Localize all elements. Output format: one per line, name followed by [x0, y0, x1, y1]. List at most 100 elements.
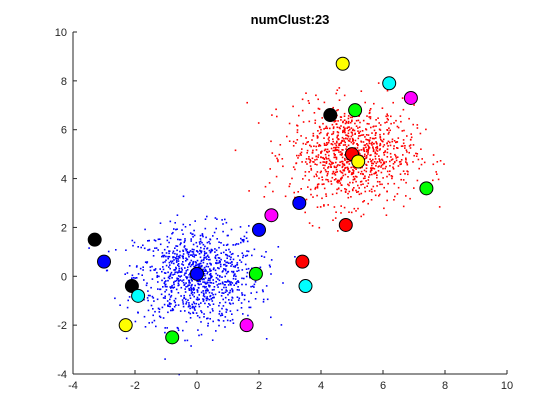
data-point	[167, 276, 170, 279]
data-point	[217, 286, 219, 288]
data-point	[227, 280, 229, 283]
data-point	[382, 167, 384, 170]
data-point	[410, 133, 412, 135]
data-point	[246, 254, 249, 257]
data-point	[215, 280, 217, 283]
data-point	[344, 154, 346, 156]
data-point	[141, 274, 143, 276]
data-point	[366, 143, 368, 145]
data-point	[189, 224, 191, 226]
data-point	[179, 279, 182, 281]
data-point	[332, 138, 334, 140]
data-point	[322, 156, 324, 159]
data-point	[119, 304, 121, 306]
data-point	[355, 119, 358, 122]
data-point	[353, 129, 356, 132]
data-point	[195, 312, 198, 314]
data-point	[191, 291, 194, 293]
data-point	[131, 274, 134, 277]
data-point	[333, 146, 335, 149]
x-tick-label: 10	[501, 380, 513, 392]
data-point	[326, 134, 328, 137]
data-point	[387, 182, 389, 185]
data-point	[365, 167, 368, 170]
data-point	[351, 129, 354, 132]
data-point	[212, 310, 214, 312]
data-point	[190, 238, 192, 240]
data-point	[370, 126, 372, 129]
data-point	[207, 290, 209, 292]
data-point	[286, 135, 288, 138]
data-point	[158, 275, 160, 278]
data-point	[350, 173, 353, 176]
data-point	[234, 266, 236, 268]
data-point	[152, 308, 154, 310]
data-point	[333, 165, 336, 168]
data-point	[327, 157, 330, 160]
data-point	[383, 133, 385, 135]
data-point	[189, 254, 192, 256]
data-point	[184, 239, 186, 242]
data-point	[175, 228, 177, 231]
data-point	[204, 286, 206, 289]
data-point	[380, 171, 383, 174]
data-point	[345, 148, 347, 150]
data-point	[384, 151, 386, 153]
data-point	[199, 262, 201, 265]
data-point	[374, 155, 377, 158]
data-point	[224, 284, 226, 286]
data-point	[297, 157, 299, 159]
data-point	[173, 259, 175, 261]
data-point	[266, 298, 269, 301]
data-point	[150, 304, 153, 307]
data-point	[277, 159, 279, 161]
data-point	[306, 152, 308, 154]
data-point	[324, 153, 327, 156]
data-point	[191, 254, 193, 256]
data-point	[268, 182, 271, 184]
data-point	[207, 279, 209, 282]
data-point	[329, 160, 332, 163]
data-point	[183, 241, 186, 244]
data-point	[176, 272, 179, 274]
data-point	[390, 156, 392, 158]
data-point	[372, 146, 374, 148]
data-point	[173, 256, 175, 259]
data-point	[388, 127, 390, 129]
data-point	[339, 164, 341, 167]
data-point	[140, 246, 142, 249]
data-point	[188, 304, 190, 306]
data-point	[385, 165, 387, 168]
data-point	[162, 254, 164, 257]
data-point	[245, 231, 248, 234]
data-point	[148, 239, 150, 242]
data-point	[204, 245, 206, 248]
data-point	[241, 252, 244, 254]
data-point	[305, 198, 308, 201]
data-point	[188, 311, 190, 314]
data-point	[317, 98, 319, 101]
data-point	[215, 330, 217, 332]
data-point	[307, 141, 309, 143]
data-point	[325, 160, 328, 163]
data-point	[316, 206, 319, 208]
data-point	[174, 271, 176, 274]
data-point	[177, 263, 180, 265]
data-point	[308, 179, 310, 181]
data-point	[184, 291, 187, 293]
data-point	[228, 280, 231, 283]
data-point	[263, 256, 266, 258]
data-point	[392, 101, 394, 104]
data-point	[385, 214, 388, 216]
data-point	[198, 265, 200, 268]
data-point	[315, 173, 317, 176]
data-point	[224, 281, 226, 283]
data-point	[192, 301, 195, 303]
data-point	[366, 122, 369, 125]
data-point	[207, 325, 209, 327]
data-point	[202, 278, 205, 280]
data-point	[331, 193, 334, 196]
data-point	[288, 122, 291, 125]
data-point	[361, 166, 363, 169]
data-point	[269, 266, 271, 268]
